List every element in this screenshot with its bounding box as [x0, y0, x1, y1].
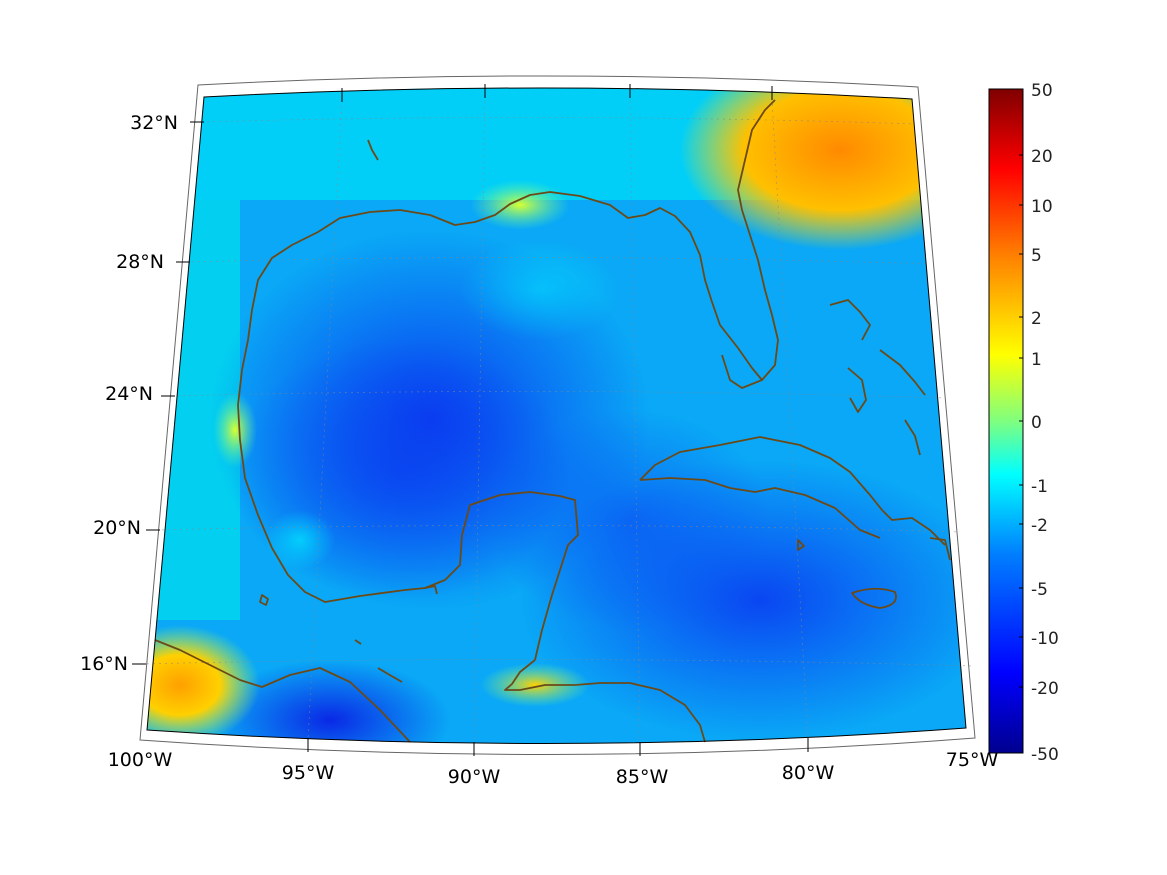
map-frame-outer: [139, 75, 976, 756]
lon-label-100w: 100°W: [108, 749, 173, 771]
lon-label-80w: 80°W: [782, 762, 835, 784]
colorbar-label-neg20: -20: [1031, 679, 1059, 699]
lon-label-85w: 85°W: [616, 766, 669, 788]
map-frame: [146, 87, 967, 745]
longitude-labels: 100°W 95°W 90°W 85°W 80°W 75°W: [108, 749, 999, 788]
colorbar-label-neg10: -10: [1031, 629, 1059, 649]
latitude-labels: 32°N 28°N 24°N 20°N 16°N: [80, 112, 178, 675]
colorbar-label-20: 20: [1031, 147, 1053, 167]
colorbar-label-50: 50: [1031, 81, 1053, 101]
colorbar-ticks: [1019, 154, 1023, 688]
colorbar-label-2: 2: [1031, 309, 1042, 329]
colorbar-label-neg2: -2: [1031, 516, 1048, 536]
coastlines: [154, 99, 951, 743]
lat-label-16n: 16°N: [80, 653, 128, 675]
colorbar-label-neg50: -50: [1031, 745, 1059, 765]
lon-label-90w: 90°W: [448, 766, 501, 788]
colorbar-label-5: 5: [1031, 246, 1042, 266]
lat-label-20n: 20°N: [93, 517, 141, 539]
colorbar-label-1: 1: [1031, 350, 1042, 370]
colorbar-gradient: [988, 88, 1024, 754]
frame-ticks: [132, 84, 809, 756]
lat-label-28n: 28°N: [116, 251, 164, 273]
colorbar-label-neg1: -1: [1031, 477, 1048, 497]
colorbar-label-neg5: -5: [1031, 580, 1048, 600]
colorbar: 50 20 10 5 2 1 0 -1 -2 -5 -10 -20 -50: [988, 81, 1059, 765]
colorbar-label-0: 0: [1031, 413, 1042, 433]
map-field: [147, 87, 966, 744]
lon-label-95w: 95°W: [282, 762, 335, 784]
lat-label-32n: 32°N: [130, 112, 178, 134]
graticule: [140, 94, 974, 746]
lon-label-75w: 75°W: [946, 749, 999, 771]
colorbar-label-10: 10: [1031, 197, 1053, 217]
lat-label-24n: 24°N: [105, 383, 153, 405]
